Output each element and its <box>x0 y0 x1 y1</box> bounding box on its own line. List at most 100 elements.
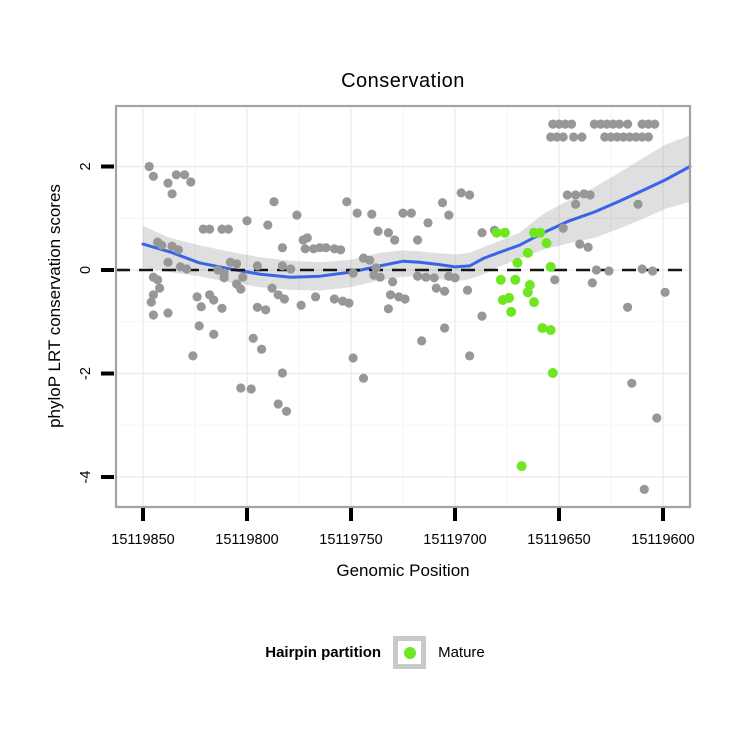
other-point <box>660 287 670 297</box>
other-point <box>385 290 396 300</box>
other-point <box>450 273 460 283</box>
other-point <box>365 255 375 265</box>
other-point <box>188 351 198 361</box>
y-tick-mark <box>101 371 114 376</box>
other-point <box>242 216 252 226</box>
other-point <box>223 224 233 234</box>
y-tick-mark <box>101 475 114 479</box>
other-point <box>358 373 369 383</box>
y-tick-mark <box>101 164 114 169</box>
y-tick-label: -2 <box>78 367 94 380</box>
other-point <box>390 235 400 245</box>
other-point <box>252 302 262 312</box>
other-point <box>562 190 572 200</box>
other-point <box>637 264 647 274</box>
other-point <box>219 273 229 283</box>
other-point <box>587 278 597 288</box>
other-point <box>148 290 158 300</box>
x-tick-label: 15119600 <box>631 532 694 548</box>
x-tick-label: 15119750 <box>319 532 382 548</box>
other-point <box>167 189 177 199</box>
mature-point <box>497 295 508 305</box>
chart-title: Conservation <box>341 70 465 92</box>
mature-point <box>529 297 539 308</box>
mature-point <box>516 461 527 472</box>
x-tick-label: 15119800 <box>215 532 278 548</box>
x-tick-mark <box>661 508 665 521</box>
y-tick-label: 0 <box>78 266 94 274</box>
other-point <box>571 199 581 209</box>
other-point <box>261 305 271 315</box>
other-point <box>157 240 167 250</box>
other-point <box>194 321 204 331</box>
x-tick-label: 15119650 <box>527 532 590 548</box>
other-point <box>437 198 448 208</box>
other-point <box>643 132 654 142</box>
x-tick-mark <box>141 508 145 521</box>
legend-title: Hairpin partition <box>265 644 382 661</box>
other-point <box>163 257 173 267</box>
mature-point <box>495 274 506 285</box>
other-point <box>413 235 423 245</box>
other-point <box>196 302 206 312</box>
other-point <box>421 272 431 282</box>
other-point <box>246 384 256 394</box>
other-point <box>575 239 585 249</box>
other-point <box>375 272 385 282</box>
other-point <box>292 210 302 220</box>
other-point <box>163 308 173 318</box>
other-point <box>273 399 283 409</box>
other-point <box>423 218 433 228</box>
x-tick-mark <box>349 508 353 521</box>
plot-canvas: 15119850 15119800 15119750 15119700 15119650… <box>78 104 695 548</box>
other-point <box>648 266 658 276</box>
mature-point <box>547 368 558 378</box>
other-point <box>263 220 273 230</box>
y-tick-mark <box>101 268 114 272</box>
other-point <box>477 311 487 321</box>
other-point <box>281 406 292 416</box>
other-point <box>431 283 441 293</box>
mature-point <box>522 287 533 298</box>
other-point <box>623 119 633 129</box>
other-point <box>329 294 339 304</box>
other-point <box>383 228 393 238</box>
y-tick-label: 2 <box>78 162 94 170</box>
other-point <box>148 171 158 181</box>
other-point <box>643 119 654 129</box>
other-point <box>182 264 192 274</box>
other-point <box>279 294 289 304</box>
x-tick-mark <box>557 508 561 521</box>
other-point <box>462 285 473 295</box>
other-point <box>406 208 416 218</box>
y-axis-title: phyloP LRT conservation scores <box>45 184 64 428</box>
mature-point <box>535 227 546 238</box>
other-point <box>321 243 331 253</box>
legend-key-mature <box>393 636 427 669</box>
other-point <box>614 119 624 129</box>
other-point <box>623 302 633 312</box>
other-point <box>602 119 612 129</box>
other-point <box>465 190 475 200</box>
other-point <box>558 132 568 142</box>
other-point <box>267 283 277 293</box>
other-point <box>367 209 377 219</box>
legend-label-mature: Mature <box>438 644 485 661</box>
other-point <box>373 226 383 236</box>
mature-point <box>506 306 517 317</box>
other-point <box>558 223 568 233</box>
other-point <box>398 208 408 218</box>
other-point <box>277 261 287 271</box>
other-point <box>153 275 163 285</box>
other-point <box>257 344 267 354</box>
mature-point <box>545 325 556 335</box>
other-point <box>148 310 158 320</box>
other-point <box>383 304 393 314</box>
other-point <box>465 351 475 361</box>
other-point <box>348 268 358 278</box>
mature-point <box>522 247 533 258</box>
other-point <box>286 264 296 274</box>
smooth-line <box>141 165 692 279</box>
other-point <box>236 284 246 294</box>
